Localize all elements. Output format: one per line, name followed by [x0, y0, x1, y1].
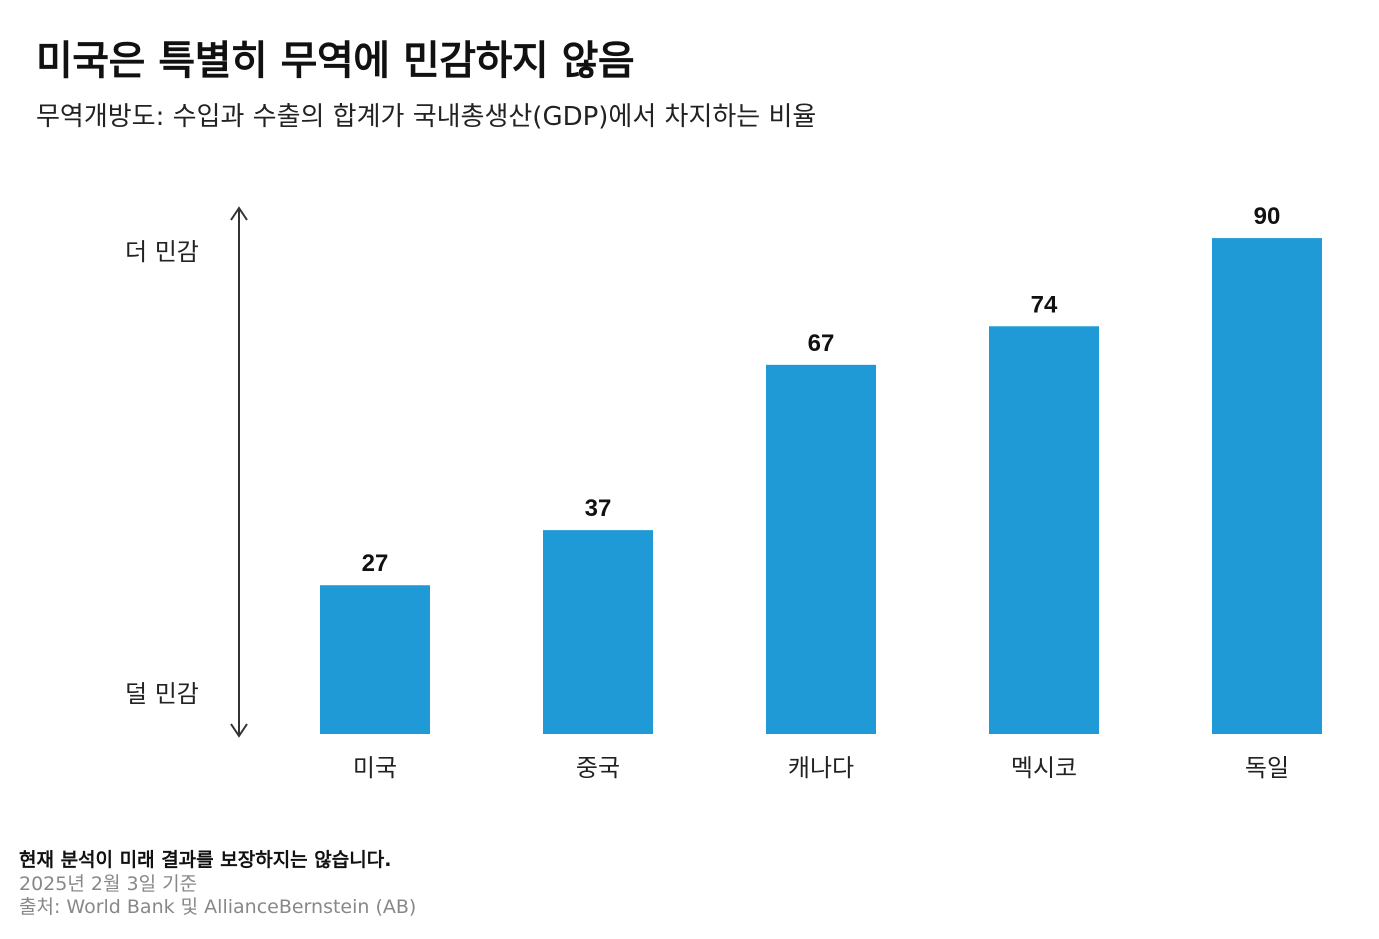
chart-title: 미국은 특별히 무역에 민감하지 않음: [36, 38, 635, 84]
sensitivity-arrow: [230, 206, 248, 738]
source-text: 출처: World Bank 및 AllianceBernstein (AB): [19, 896, 417, 918]
bar-2: [543, 530, 653, 734]
footer: 현재 분석이 미래 결과를 보장하지는 않습니다. 2025년 2월 3일 기준…: [19, 845, 416, 919]
bar-value-label: 74: [1031, 291, 1058, 318]
category-label: 멕시코: [1011, 754, 1077, 782]
bar-value-label: 27: [362, 550, 389, 577]
category-label: 중국: [576, 754, 620, 782]
arrow-down-icon: [230, 723, 248, 738]
bar-value-label: 37: [585, 495, 612, 522]
more-sensitive-label: 더 민감: [125, 238, 199, 266]
chart-subtitle: 무역개방도: 수입과 수출의 합계가 국내총생산(GDP)에서 차지하는 비율: [36, 102, 817, 132]
bar-value-label: 90: [1254, 203, 1281, 230]
bar-3: [766, 364, 876, 734]
arrow-up-icon: [230, 206, 248, 221]
category-label: 미국: [353, 754, 397, 782]
bar-1: [320, 585, 430, 734]
as-of-date: 2025년 2월 3일 기준: [19, 873, 198, 895]
bars-group: 27 미국 37 중국 67 캐나다 74 멕시코 90 독일: [320, 203, 1322, 782]
category-label: 캐나다: [788, 754, 854, 782]
bar-5: [1212, 238, 1322, 734]
bar-value-label: 67: [808, 330, 835, 357]
category-label: 독일: [1245, 754, 1289, 782]
disclaimer-text: 현재 분석이 미래 결과를 보장하지는 않습니다.: [19, 849, 392, 871]
bar-chart: 27 미국 37 중국 67 캐나다 74 멕시코 90 독일: [230, 203, 1322, 782]
less-sensitive-label: 덜 민감: [125, 680, 199, 708]
bar-4: [989, 326, 1099, 734]
